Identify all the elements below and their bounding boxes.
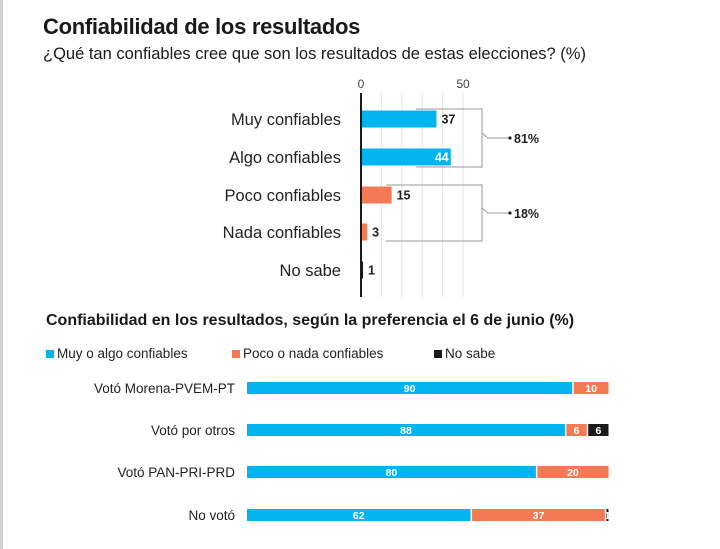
legend-item-poco-o-nada: Poco o nada confiables bbox=[232, 346, 383, 361]
bracket-line bbox=[386, 184, 483, 242]
category-label: Poco confiables bbox=[225, 187, 342, 205]
second-chart-title: Confiabilidad en los resultados, según l… bbox=[46, 312, 575, 329]
category-label: No sabe bbox=[280, 262, 341, 280]
value-label: 44 bbox=[435, 151, 449, 165]
segment-label: 1 bbox=[605, 510, 611, 522]
chart-title: Confiabilidad de los resultados bbox=[43, 14, 361, 39]
bar bbox=[361, 223, 368, 241]
bracket-connector bbox=[481, 207, 509, 214]
bar bbox=[361, 110, 437, 128]
legend-label: No sabe bbox=[445, 346, 496, 361]
stacked-segment bbox=[472, 509, 605, 521]
bar bbox=[361, 261, 364, 279]
stacked-segment bbox=[588, 424, 609, 436]
stacked-segment bbox=[247, 466, 536, 478]
value-label: 3 bbox=[372, 226, 379, 240]
segment-label: 62 bbox=[353, 510, 365, 522]
stacked-segment bbox=[247, 509, 471, 521]
stacked-segment bbox=[573, 382, 609, 394]
stacked-segment bbox=[537, 466, 609, 478]
tick-label: 50 bbox=[456, 77, 470, 91]
category-label: Algo confiables bbox=[229, 149, 341, 167]
category-label: Votó PAN-PRI-PRD bbox=[117, 465, 235, 480]
bar bbox=[361, 186, 392, 204]
bracket-dot bbox=[508, 211, 512, 215]
segment-label: 6 bbox=[574, 425, 580, 437]
segment-label: 6 bbox=[595, 425, 601, 437]
annotation-label: 18% bbox=[514, 207, 539, 221]
legend-item-no-sabe: No sabe bbox=[434, 346, 495, 361]
legend-swatch bbox=[232, 349, 240, 358]
legend-label: Muy o algo confiables bbox=[57, 346, 188, 361]
annotation-81: 81% bbox=[416, 108, 539, 168]
value-label: 15 bbox=[397, 189, 411, 203]
segment-label: 88 bbox=[400, 425, 412, 437]
legend-item-muy-o-algo: Muy o algo confiables bbox=[46, 346, 188, 361]
segment-label: 80 bbox=[386, 467, 398, 479]
value-label: 37 bbox=[441, 113, 455, 127]
category-label: Nada confiables bbox=[223, 224, 341, 242]
stacked-segment bbox=[247, 382, 573, 394]
stacked-segment bbox=[247, 424, 565, 436]
category-label: Muy confiables bbox=[231, 111, 341, 129]
annotation-label: 81% bbox=[514, 132, 539, 146]
segment-label: 90 bbox=[404, 383, 416, 395]
legend-swatch bbox=[46, 349, 54, 358]
chart-subtitle: ¿Qué tan confiables cree que son los res… bbox=[43, 45, 586, 63]
legend-swatch bbox=[434, 349, 442, 358]
category-label: Votó Morena-PVEM-PT bbox=[94, 381, 235, 396]
bracket-dot bbox=[508, 136, 512, 140]
bar bbox=[361, 148, 451, 166]
segment-label: 10 bbox=[585, 383, 597, 395]
value-label: 1 bbox=[368, 264, 375, 278]
frame-border bbox=[0, 0, 3, 549]
segment-label: 20 bbox=[567, 467, 579, 479]
annotation-18: 18% bbox=[386, 184, 539, 242]
category-label: No votó bbox=[188, 508, 235, 523]
bracket-line bbox=[416, 108, 483, 168]
bracket-connector bbox=[481, 132, 509, 139]
category-label: Votó por otros bbox=[151, 423, 235, 438]
stacked-segment bbox=[606, 509, 609, 521]
legend-label: Poco o nada confiables bbox=[243, 346, 384, 361]
stacked-segment bbox=[566, 424, 587, 436]
tick-label: 0 bbox=[358, 77, 365, 91]
segment-label: 37 bbox=[533, 510, 545, 522]
